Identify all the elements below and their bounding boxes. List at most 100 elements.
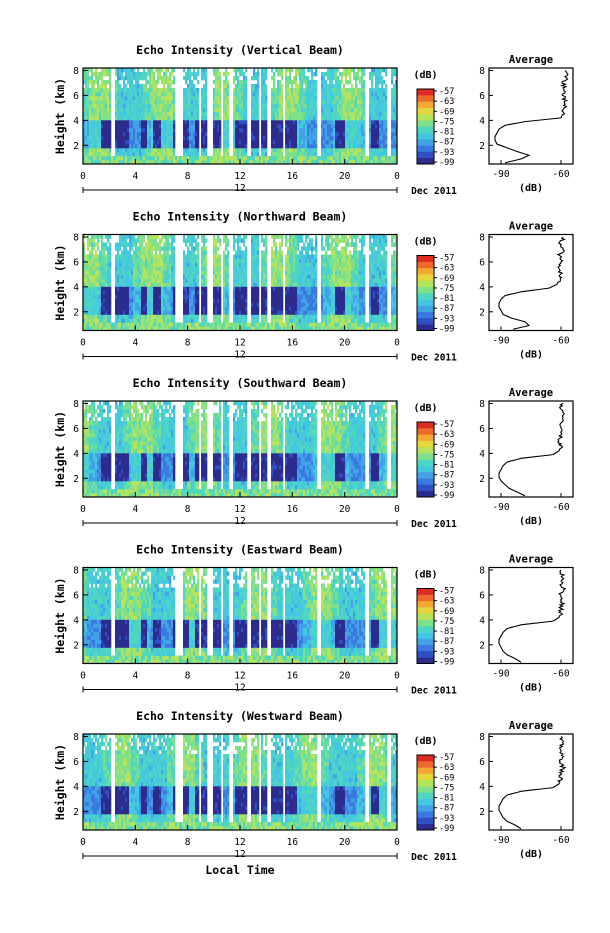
heatmap-cell [391, 116, 393, 120]
heatmap-cell [327, 88, 329, 92]
heatmap-cell [119, 96, 121, 100]
heatmap-cell [377, 128, 379, 132]
heatmap-cell [213, 319, 215, 323]
heatmap-cell [331, 124, 333, 128]
heatmap-cell [261, 259, 263, 263]
heatmap-cell [245, 108, 247, 112]
heatmap-cell [273, 275, 275, 279]
heatmap-cell [151, 124, 153, 128]
heatmap-cell [127, 112, 129, 116]
heatmap-cell [157, 132, 159, 136]
heatmap-cell [133, 295, 135, 299]
heatmap-cell [255, 128, 257, 132]
heatmap-cell [183, 275, 185, 279]
heatmap-cell [351, 120, 353, 124]
heatmap-cell [103, 295, 105, 299]
heatmap-cell [327, 116, 329, 120]
heatmap-cell [143, 72, 145, 76]
heatmap-cell [159, 156, 161, 160]
heatmap-cell [155, 303, 157, 307]
heatmap-cell [371, 76, 373, 80]
heatmap-cell [349, 128, 351, 132]
heatmap-cell [193, 124, 195, 128]
heatmap-cell [275, 243, 277, 247]
heatmap-cell [117, 76, 119, 80]
heatmap-cell [185, 315, 187, 319]
heatmap-cell [215, 263, 217, 267]
heatmap-cell [103, 311, 105, 315]
heatmap-cell [85, 267, 87, 271]
heatmap-cell [151, 291, 153, 295]
heatmap-cell [87, 299, 89, 303]
heatmap-cell [137, 116, 139, 120]
heatmap-cell [131, 283, 133, 287]
heatmap-cell [173, 88, 175, 92]
heatmap-cell [251, 140, 253, 144]
heatmap-cell [357, 108, 359, 112]
heatmap-cell [165, 124, 167, 128]
heatmap-cell [241, 136, 243, 140]
heatmap-cell [345, 88, 347, 92]
heatmap-cell [133, 144, 135, 148]
heatmap-cell [235, 307, 237, 311]
heatmap-cell [123, 291, 125, 295]
heatmap-cell [383, 144, 385, 148]
heatmap-cell [149, 116, 151, 120]
heatmap-cell [327, 140, 329, 144]
heatmap-cell [153, 279, 155, 283]
heatmap-cell [203, 319, 205, 323]
heatmap-cell [205, 271, 207, 275]
heatmap-cell [271, 279, 273, 283]
heatmap-cell [339, 132, 341, 136]
heatmap-cell [205, 315, 207, 319]
heatmap-cell [239, 116, 241, 120]
heatmap-cell [251, 291, 253, 295]
heatmap-cell [243, 136, 245, 140]
heatmap-cell [333, 140, 335, 144]
heatmap-cell [143, 271, 145, 275]
heatmap-cell [343, 112, 345, 116]
heatmap-cell [143, 152, 145, 156]
heatmap-cell [299, 100, 301, 104]
heatmap-cell [99, 88, 101, 92]
heatmap-cell [159, 116, 161, 120]
heatmap-cell [235, 84, 237, 88]
heatmap-cell [95, 108, 97, 112]
heatmap-cell [119, 235, 121, 239]
heatmap-cell [295, 116, 297, 120]
heatmap-cell [165, 104, 167, 108]
heatmap-cell [383, 88, 385, 92]
heatmap-cell [127, 243, 129, 247]
heatmap-cell [121, 279, 123, 283]
heatmap-cell [289, 120, 291, 124]
heatmap-cell [193, 287, 195, 291]
heatmap-cell [91, 96, 93, 100]
heatmap-cell [93, 255, 95, 259]
heatmap-cell [145, 92, 147, 96]
heatmap-cell [187, 112, 189, 116]
heatmap-cell [277, 299, 279, 303]
heatmap-cell [343, 152, 345, 156]
heatmap-cell [375, 88, 377, 92]
heatmap-cell [119, 84, 121, 88]
heatmap-cell [241, 263, 243, 267]
heatmap-cell [99, 299, 101, 303]
heatmap-cell [243, 279, 245, 283]
heatmap-cell [339, 72, 341, 76]
heatmap-cell [97, 132, 99, 136]
heatmap-cell [361, 140, 363, 144]
heatmap-cell [371, 100, 373, 104]
heatmap-cell [137, 84, 139, 88]
heatmap-cell [127, 323, 129, 327]
heatmap-cell [287, 132, 289, 136]
heatmap-cell [385, 116, 387, 120]
heatmap-cell [149, 76, 151, 80]
heatmap-cell [171, 259, 173, 263]
heatmap-cell [301, 120, 303, 124]
heatmap-cell [107, 283, 109, 287]
heatmap-cell [149, 271, 151, 275]
heatmap-cell [95, 283, 97, 287]
heatmap-cell [191, 323, 193, 327]
heatmap-cell [139, 72, 141, 76]
heatmap-cell [157, 315, 159, 319]
